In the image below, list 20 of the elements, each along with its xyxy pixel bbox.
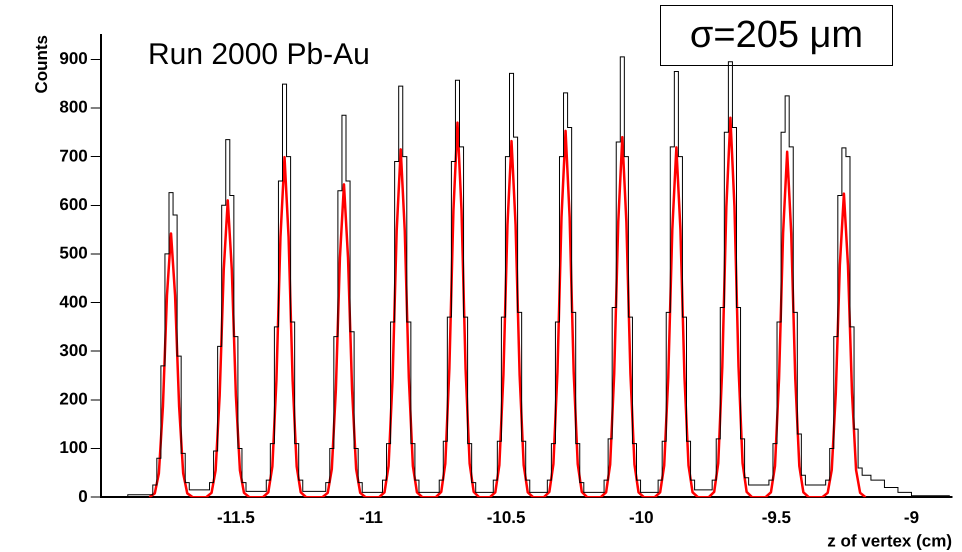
x-tick-label: -9	[904, 508, 920, 528]
x-tick-label: -11.5	[216, 508, 255, 528]
x-tick-label: -10	[628, 508, 654, 528]
y-tick-label: 0	[78, 486, 88, 506]
chart-title: Run 2000 Pb-Au	[148, 38, 370, 72]
y-tick-label: 200	[59, 390, 88, 409]
y-axis-title: Counts	[32, 35, 51, 94]
y-tick-label: 600	[59, 194, 88, 214]
y-tick-label: 500	[59, 244, 88, 263]
y-tick-label: 100	[59, 438, 88, 458]
y-tick-label: 700	[59, 146, 88, 166]
y-tick-label: 400	[59, 292, 88, 312]
y-tick-label: 900	[59, 49, 88, 68]
x-axis-title: z of vertex (cm)	[827, 531, 952, 550]
y-tick-label: 800	[59, 98, 88, 117]
annotation: σ=205 μm	[660, 5, 893, 66]
x-tick-label: -9.5	[762, 508, 791, 528]
y-tick-label: 300	[59, 340, 88, 360]
x-tick-label: -10.5	[486, 508, 526, 528]
x-tick-label: -11	[359, 508, 383, 528]
